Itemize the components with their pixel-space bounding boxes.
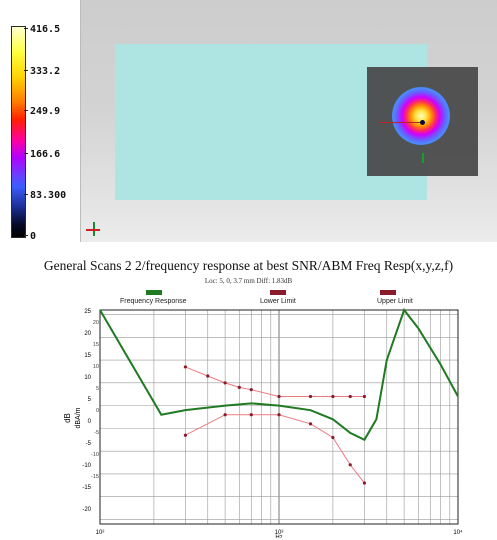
chart-title: General Scans 2 2/frequency response at … <box>43 258 454 273</box>
plot-grid <box>99 310 459 524</box>
y-left-tick: -5 <box>86 441 92 447</box>
data-point-upper-limit <box>277 394 281 399</box>
data-point-lower-limit <box>249 413 253 417</box>
data-point-lower-limit <box>362 481 367 485</box>
y-right-tick: -5 <box>94 430 99 436</box>
x-tick: 10⁴ <box>453 529 463 536</box>
y-right-tick: -10 <box>91 452 99 458</box>
data-point-lower-limit <box>277 413 281 417</box>
y-left-tick: -15 <box>82 485 91 491</box>
data-point-lower-limit <box>183 433 188 437</box>
y-left-tick: 0 <box>88 419 92 425</box>
x-axis-line <box>379 122 423 123</box>
legend-label-frequency-response: Frequency Response <box>120 298 187 305</box>
y-right-tick: 5 <box>96 386 99 392</box>
y-right-ticks: 20 15 10 5 0 -5 -10 -15 <box>91 320 99 480</box>
y-left-tick: 10 <box>84 375 91 381</box>
colorbar-tick <box>24 194 28 195</box>
y-left-tick: -10 <box>82 463 91 469</box>
series-line-frequency-response <box>99 307 459 442</box>
y-right-axis-label: dBA/m <box>75 407 82 428</box>
colorbar-tick <box>24 235 28 236</box>
colorbar-tick <box>24 110 28 111</box>
colorbar-tick <box>24 70 28 71</box>
field-hotspot <box>392 87 450 145</box>
legend-label-upper-limit: Upper Limit <box>377 298 413 305</box>
data-point-lower-limit <box>223 413 227 417</box>
colorbar-label-min: 0 <box>30 231 37 242</box>
colorbar-label: 83.300 <box>30 190 67 201</box>
colorbar-tick <box>24 153 28 154</box>
y-right-tick: 20 <box>93 320 99 326</box>
data-point-lower-limit <box>331 435 335 440</box>
y-left-axis-label: dB <box>63 413 72 423</box>
x-tick: 10³ <box>275 530 284 536</box>
chart-subtitle: Loc: 5, 0, 3.7 mm Diff: 1.83dB <box>204 277 293 285</box>
legend: Frequency Response Lower Limit Upper Lim… <box>120 290 413 305</box>
data-point-lower-limit <box>348 463 352 467</box>
x-tick: 10² <box>96 530 105 536</box>
legend-swatch-upper-limit <box>380 290 396 295</box>
data-point-upper-limit <box>308 394 313 399</box>
probe-center-dot <box>420 120 425 125</box>
y-left-tick: 25 <box>84 309 91 315</box>
x-axis-label: Hz <box>275 535 282 538</box>
y-right-tick: 10 <box>93 364 99 370</box>
plot-frame <box>99 309 459 525</box>
frequency-response-chart: Frequency Response Lower Limit Upper Lim… <box>63 290 463 538</box>
x-ticks: 10² 10³ 10⁴ <box>96 529 463 536</box>
colorbar-label: 249.9 <box>30 106 61 117</box>
data-point-upper-limit <box>362 394 367 399</box>
y-axis-marker <box>422 153 424 163</box>
series-line-upper-limit <box>185 366 365 398</box>
y-left-tick: 20 <box>84 331 91 337</box>
y-right-tick: 15 <box>93 342 99 348</box>
colorbar-label: 333.2 <box>30 66 61 77</box>
legend-label-lower-limit: Lower Limit <box>260 298 296 305</box>
y-left-tick: -20 <box>82 507 91 513</box>
legend-swatch-frequency-response <box>146 290 162 295</box>
y-left-tick: 5 <box>88 397 92 403</box>
data-point-upper-limit <box>237 385 241 390</box>
y-right-tick: 0 <box>96 408 99 414</box>
probe-scan-region <box>367 67 478 176</box>
series-layer <box>99 307 459 485</box>
colorbar-label-max: 416.5 <box>30 24 61 35</box>
data-point-upper-limit <box>348 394 352 399</box>
data-point-upper-limit <box>249 388 253 392</box>
data-point-upper-limit <box>206 374 210 378</box>
series-line-lower-limit <box>185 414 365 484</box>
legend-swatch-lower-limit <box>270 290 286 295</box>
axis-triad-x <box>86 229 100 231</box>
color-scale-bar <box>11 26 26 238</box>
colorbar-panel: 416.5 333.2 249.9 166.6 83.300 0 <box>0 0 80 245</box>
data-point-upper-limit <box>223 381 227 385</box>
y-left-tick: 15 <box>84 353 91 359</box>
y-right-tick: -15 <box>91 474 99 480</box>
data-point-upper-limit <box>183 365 188 369</box>
data-point-upper-limit <box>331 394 335 399</box>
colorbar-tick <box>24 28 28 29</box>
data-point-lower-limit <box>308 422 313 426</box>
field-3d-viewport[interactable] <box>80 0 497 242</box>
colorbar-label: 166.6 <box>30 149 61 160</box>
y-left-ticks: 25 20 15 10 5 0 -5 -10 -15 -20 <box>82 309 91 513</box>
